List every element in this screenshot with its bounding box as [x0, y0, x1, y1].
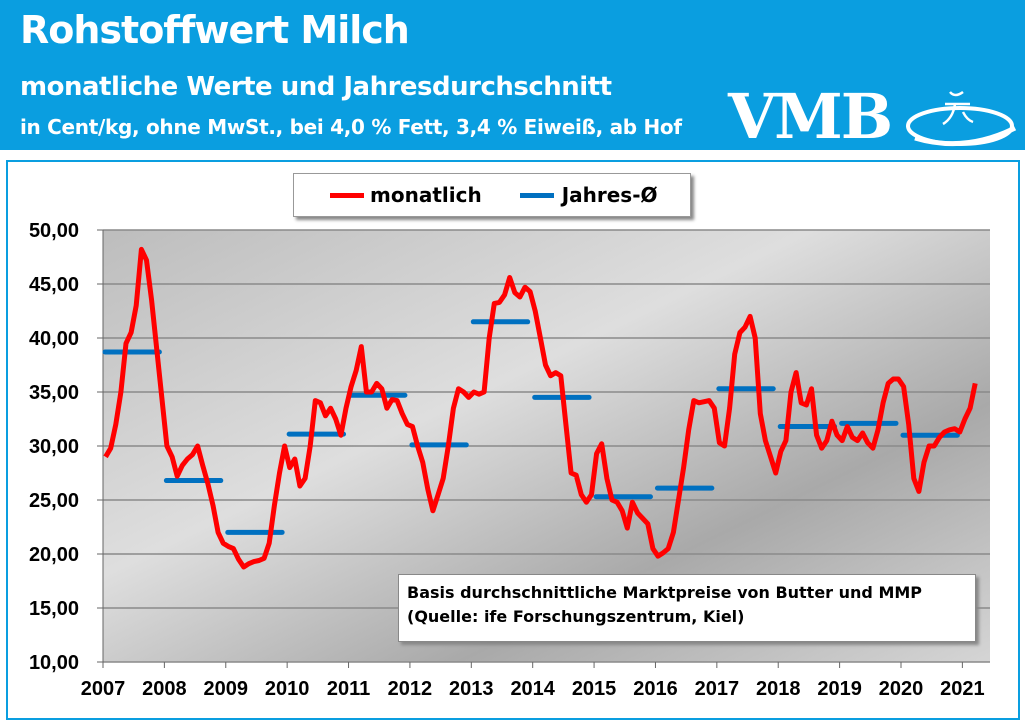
page-title: Rohstoffwert Milch [20, 8, 410, 52]
monthly-series-line [103, 246, 978, 570]
y-tick-label: 10,00 [29, 652, 79, 674]
legend-swatch-monthly [330, 192, 364, 198]
x-tick-label: 2008 [142, 678, 187, 700]
legend-swatch-annual [519, 192, 554, 198]
chart-frame [6, 160, 1020, 720]
x-tick-label: 2017 [695, 678, 740, 700]
y-tick-label: 20,00 [29, 544, 79, 566]
y-tick-label: 50,00 [29, 220, 79, 242]
x-tick-label: 2011 [327, 678, 370, 700]
legend-label-annual: Jahres-Ø [561, 183, 658, 207]
x-tick-label: 2014 [510, 678, 555, 700]
x-tick-label: 2009 [204, 678, 249, 700]
vmb-logo: VMB [728, 80, 893, 153]
x-tick-label: 2019 [817, 678, 862, 700]
x-tick-label: 2018 [756, 678, 801, 700]
page-subtitle: monatliche Werte und Jahresdurchschnitt [20, 72, 612, 102]
x-tick-label: 2020 [879, 678, 924, 700]
note-line-1: Basis durchschnittliche Marktpreise von … [407, 583, 923, 602]
y-tick-label: 45,00 [29, 274, 79, 296]
unit-description: in Cent/kg, ohne MwSt., bei 4,0 % Fett, … [20, 115, 682, 139]
y-tick-label: 35,00 [29, 382, 79, 404]
header-banner: Rohstoffwert Milch monatliche Werte und … [0, 0, 1025, 150]
x-tick-label: 2015 [572, 678, 617, 700]
y-tick-label: 30,00 [29, 436, 79, 458]
legend: monatlich Jahres-Ø [293, 173, 691, 217]
y-tick-label: 40,00 [29, 328, 79, 350]
x-tick-label: 2013 [449, 678, 494, 700]
legend-label-monthly: monatlich [370, 183, 482, 207]
source-note: Basis durchschnittliche Marktpreise von … [398, 574, 976, 642]
y-tick-label: 25,00 [29, 490, 79, 512]
x-tick-label: 2021 [940, 678, 985, 700]
note-line-2: (Quelle: ife Forschungszentrum, Kiel) [407, 607, 745, 626]
x-tick-label: 2007 [81, 678, 126, 700]
y-tick-label: 15,00 [29, 598, 79, 620]
x-tick-label: 2010 [265, 678, 310, 700]
x-tick-label: 2016 [633, 678, 678, 700]
x-tick-label: 2012 [388, 678, 433, 700]
logo-swirl-icon [906, 90, 1017, 147]
